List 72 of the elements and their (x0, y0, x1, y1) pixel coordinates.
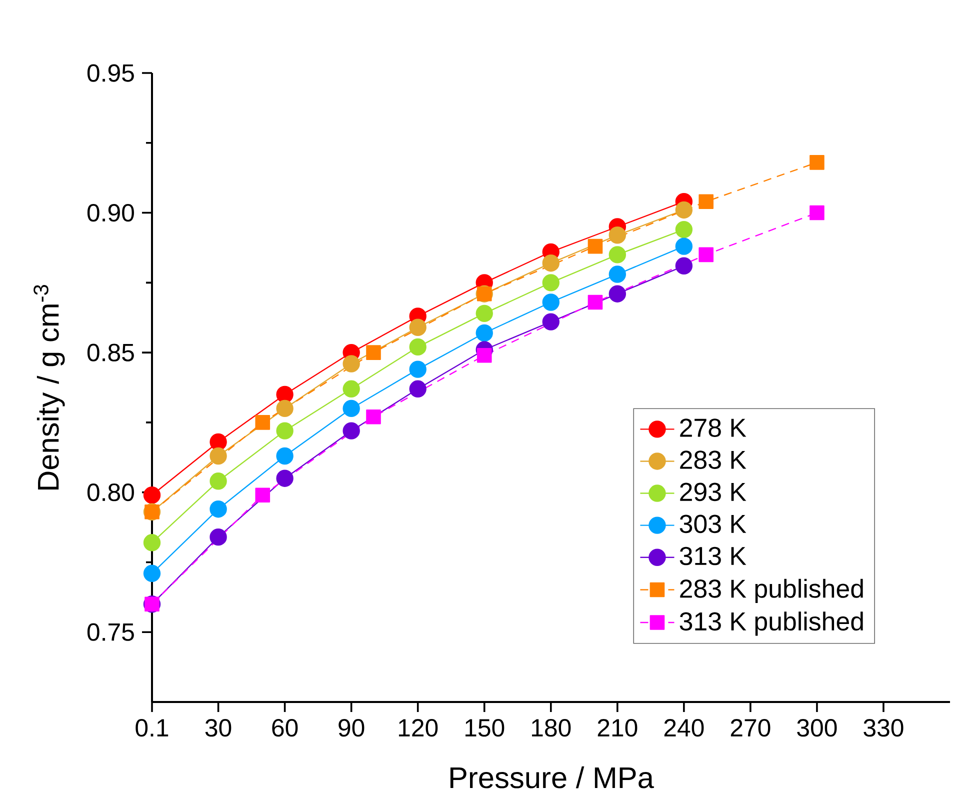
point (409, 338, 426, 356)
point (276, 422, 294, 440)
x-tick-label: 270 (730, 719, 770, 737)
point (810, 155, 824, 170)
point (210, 447, 227, 465)
point (342, 422, 360, 440)
point (675, 257, 693, 274)
point (210, 500, 227, 518)
legend-label: 303 K (680, 514, 746, 534)
point (675, 220, 693, 238)
point (588, 238, 603, 254)
legend-label: 278 K (680, 418, 746, 437)
y-tick-label: 0.95 (87, 64, 134, 82)
point (342, 400, 360, 418)
x-tick-label: 60 (272, 719, 298, 737)
y-axis-title: Density / g cm$^{-3}$ (34, 284, 65, 490)
x-tick-label: 210 (598, 719, 638, 737)
x-tick-label: 0.1 (136, 719, 168, 737)
point (276, 447, 294, 465)
point (255, 415, 270, 430)
x-tick-label: 120 (398, 719, 438, 737)
point (409, 380, 426, 398)
y-tick-label: 0.85 (87, 344, 134, 362)
point (210, 528, 227, 546)
point (608, 266, 626, 283)
x-tick-label: 180 (532, 719, 571, 737)
point (143, 534, 161, 552)
point (608, 285, 626, 302)
point (476, 348, 492, 363)
point (409, 318, 426, 336)
point (255, 488, 270, 503)
point (366, 409, 381, 424)
x-tick-label: 240 (664, 719, 704, 737)
y-tick-label: 0.75 (87, 623, 134, 641)
x-axis-title: Pressure / MPa (450, 766, 654, 788)
point (698, 194, 714, 209)
x-tick-label: 330 (864, 719, 904, 737)
y-tick-label: 0.90 (87, 204, 134, 222)
point (608, 226, 626, 244)
x-tick-label: 150 (466, 719, 504, 737)
legend-label: 283 K (680, 450, 746, 470)
point (675, 201, 693, 219)
x-tick-label: 30 (205, 719, 232, 737)
point (698, 247, 714, 262)
point (210, 472, 227, 490)
x-tick-label: 300 (797, 719, 837, 737)
point (276, 386, 294, 404)
point (810, 205, 824, 220)
x-tick-label: 90 (338, 719, 364, 737)
point (366, 345, 381, 360)
point (542, 313, 560, 330)
point (276, 400, 294, 418)
y-tick-label: 0.80 (87, 484, 134, 502)
point (342, 355, 360, 372)
point (342, 380, 360, 398)
legend-label: 293 K (680, 482, 746, 502)
point (675, 238, 693, 255)
point (542, 254, 560, 272)
point (409, 360, 426, 378)
legend-label: 313 K published (680, 612, 863, 636)
point (476, 304, 493, 322)
point (608, 246, 626, 264)
point (276, 470, 294, 487)
point (143, 564, 161, 582)
legend-label: 313 K (680, 546, 746, 566)
point (542, 294, 560, 311)
point (542, 274, 560, 292)
legend-label: 283 K published (680, 578, 863, 604)
point (143, 486, 161, 504)
point (588, 294, 603, 310)
point (210, 433, 227, 451)
point (476, 324, 493, 342)
